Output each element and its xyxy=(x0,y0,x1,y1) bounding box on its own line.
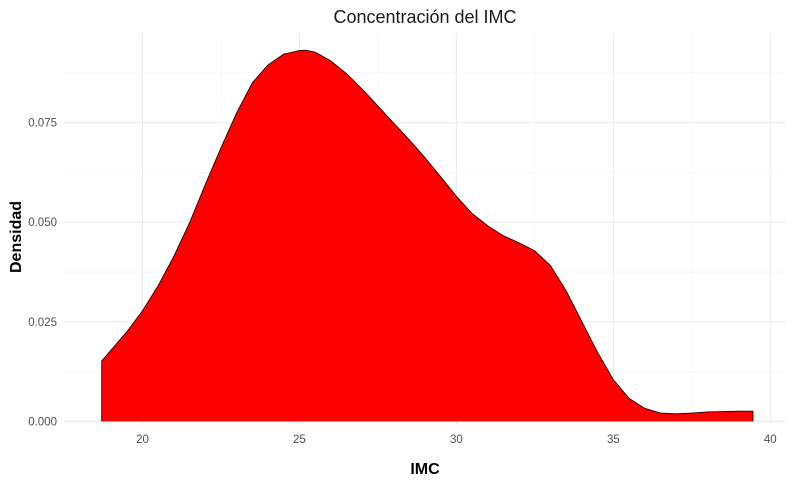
y-tick-label: 0.075 xyxy=(28,118,57,130)
x-axis-ticks: 20 25 30 35 40 xyxy=(136,434,777,446)
x-tick-label: 30 xyxy=(450,434,463,446)
x-axis-title: IMC xyxy=(410,461,440,478)
y-tick-label: 0.025 xyxy=(28,317,57,329)
plot-area xyxy=(101,49,754,422)
x-tick-label: 35 xyxy=(607,434,620,446)
x-tick-label: 20 xyxy=(136,434,149,446)
chart-title: Concentración del IMC xyxy=(333,7,516,27)
x-tick-label: 40 xyxy=(764,434,777,446)
y-axis-title: Densidad xyxy=(8,201,25,273)
y-tick-label: 0.050 xyxy=(28,217,57,229)
density-area xyxy=(101,50,753,422)
density-line xyxy=(101,49,754,422)
y-tick-label: 0.000 xyxy=(28,416,57,428)
x-tick-label: 25 xyxy=(293,434,306,446)
y-axis-ticks: 0.000 0.025 0.050 0.075 xyxy=(28,118,57,429)
